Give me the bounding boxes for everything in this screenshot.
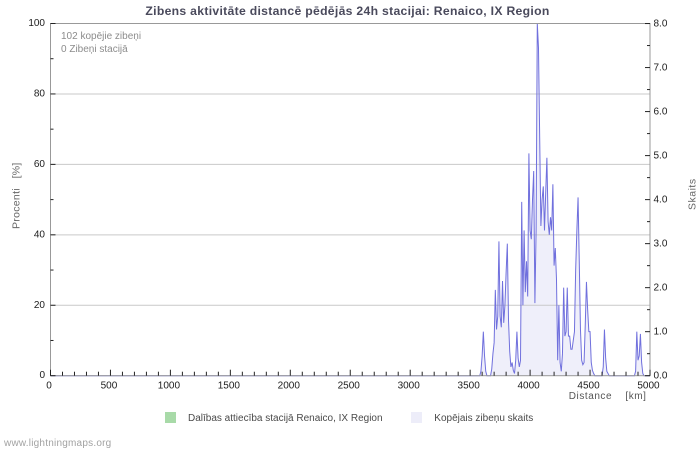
svg-text:6.0: 6.0 <box>654 107 668 118</box>
svg-text:0.0: 0.0 <box>654 371 668 382</box>
svg-text:500: 500 <box>101 381 118 392</box>
svg-text:40: 40 <box>34 229 46 240</box>
svg-text:2500: 2500 <box>338 381 361 392</box>
svg-text:www.lightningmaps.org: www.lightningmaps.org <box>3 438 111 449</box>
svg-text:2.0: 2.0 <box>654 283 668 294</box>
svg-text:4000: 4000 <box>517 381 540 392</box>
svg-text:5.0: 5.0 <box>654 151 668 162</box>
svg-text:20: 20 <box>34 300 46 311</box>
svg-text:100: 100 <box>28 18 45 29</box>
svg-text:1000: 1000 <box>158 381 181 392</box>
svg-text:7.0: 7.0 <box>654 63 668 74</box>
svg-text:80: 80 <box>34 88 46 99</box>
svg-text:3500: 3500 <box>458 381 481 392</box>
svg-text:0 Zibeņi stacijā: 0 Zibeņi stacijā <box>61 44 128 55</box>
svg-text:102 kopējie zibeņi: 102 kopējie zibeņi <box>61 31 141 42</box>
svg-text:Zibens aktivitāte distancē pēd: Zibens aktivitāte distancē pēdējās 24h s… <box>145 4 549 18</box>
svg-text:Skaits: Skaits <box>687 178 699 210</box>
svg-text:1.0: 1.0 <box>654 327 668 338</box>
svg-text:3.0: 3.0 <box>654 239 668 250</box>
svg-text:Procenti [%]: Procenti [%] <box>11 162 23 229</box>
svg-text:4500: 4500 <box>577 381 600 392</box>
svg-text:Dalības attiecība stacijā Rena: Dalības attiecība stacijā Renaico, IX Re… <box>188 413 383 424</box>
svg-text:60: 60 <box>34 159 46 170</box>
svg-text:1500: 1500 <box>218 381 241 392</box>
svg-text:Distance [km]: Distance [km] <box>569 391 647 402</box>
svg-text:4.0: 4.0 <box>654 195 668 206</box>
svg-text:3000: 3000 <box>398 381 421 392</box>
svg-text:0: 0 <box>46 381 52 392</box>
svg-text:5000: 5000 <box>637 381 660 392</box>
svg-text:2000: 2000 <box>278 381 301 392</box>
svg-text:Kopējais zibeņu skaits: Kopējais zibeņu skaits <box>434 413 533 424</box>
svg-text:8.0: 8.0 <box>654 19 668 30</box>
svg-text:0: 0 <box>39 370 45 381</box>
